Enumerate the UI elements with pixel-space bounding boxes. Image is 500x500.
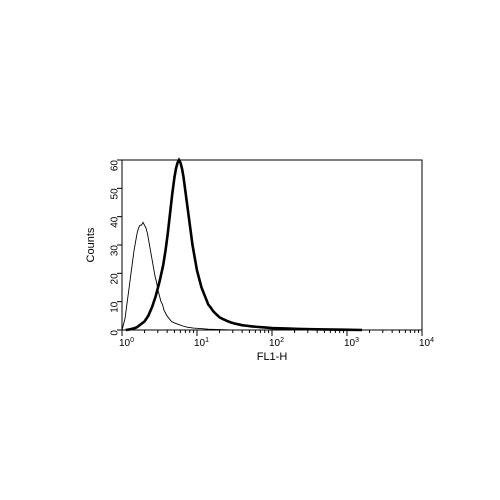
- y-tick-label: 10: [110, 301, 121, 313]
- y-tick-label: 0: [110, 330, 121, 336]
- x-tick-label: 101: [194, 337, 209, 349]
- x-tick-label: 104: [419, 337, 434, 349]
- y-tick-label: 50: [110, 188, 121, 200]
- y-tick-label: 20: [110, 273, 121, 285]
- y-tick-label: 40: [110, 216, 121, 228]
- y-tick-label: 30: [110, 245, 121, 257]
- chart-container: 100 101 102 103 104 FL1-H 0 10 20 30 40 50 60 Counts: [0, 0, 500, 500]
- x-axis-label: FL1-H: [257, 351, 288, 363]
- histogram-chart: 100 101 102 103 104 FL1-H 0 10 20 30 40 50 60 Counts: [60, 120, 440, 380]
- series-sample: [126, 160, 362, 330]
- x-tick-label: 102: [269, 337, 284, 349]
- x-tick-label: 103: [344, 337, 359, 349]
- y-axis-label: Counts: [85, 227, 97, 262]
- y-tick-label: 60: [110, 160, 121, 172]
- x-tick-label: 100: [119, 337, 134, 349]
